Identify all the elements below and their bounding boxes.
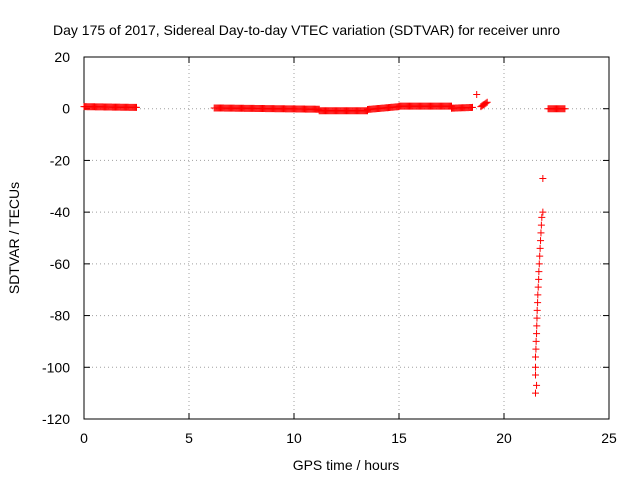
y-tick-label: -60 — [50, 256, 70, 272]
x-tick-label: 25 — [601, 430, 617, 446]
data-point — [532, 353, 539, 361]
y-tick-label: 0 — [62, 101, 70, 117]
data-point — [532, 389, 539, 397]
data-point — [537, 229, 545, 237]
data-point — [533, 322, 541, 330]
y-tick-label: -80 — [50, 308, 70, 324]
data-points-layer — [80, 90, 569, 397]
data-point — [533, 314, 541, 322]
data-point — [537, 237, 545, 245]
data-point — [539, 208, 547, 216]
data-point — [535, 260, 543, 268]
data-point — [482, 99, 490, 107]
plot-frame — [83, 56, 610, 420]
data-point — [537, 221, 545, 229]
data-point — [133, 103, 140, 111]
data-point — [532, 371, 539, 379]
data-point — [535, 268, 543, 276]
data-point — [532, 337, 540, 345]
x-tick-label: 15 — [391, 430, 407, 446]
y-tick-label: -40 — [50, 204, 70, 220]
data-point — [533, 330, 541, 338]
y-tick-label: -100 — [42, 359, 70, 375]
data-point — [535, 275, 543, 283]
data-point — [561, 105, 569, 113]
x-tick-label: 10 — [286, 430, 302, 446]
axes-layer: 0 5 10 15 20 25 -120 -100 -80 -60 -40 -20 0 20 — [42, 49, 617, 446]
data-point — [483, 98, 491, 106]
x-tick-label: 20 — [496, 430, 512, 446]
data-point — [539, 175, 547, 183]
data-point — [538, 213, 546, 221]
grid-layer — [84, 57, 609, 419]
data-point — [469, 103, 476, 111]
data-point — [534, 291, 542, 299]
x-tick-label: 5 — [185, 430, 193, 446]
data-point — [534, 283, 542, 291]
chart-title: Day 175 of 2017, Sidereal Day-to-day VTE… — [53, 22, 560, 38]
x-tick-label: 0 — [80, 430, 88, 446]
data-point — [533, 381, 541, 389]
y-tick-label: -20 — [50, 152, 70, 168]
data-point — [533, 306, 541, 314]
data-point — [536, 252, 544, 260]
y-tick-label: 20 — [54, 49, 70, 65]
data-point — [536, 244, 544, 252]
y-tick-label: -120 — [42, 411, 70, 427]
data-point — [473, 90, 481, 98]
data-point — [532, 345, 540, 353]
y-axis-label: SDTVAR / TECUs — [6, 182, 22, 294]
x-axis-label: GPS time / hours — [293, 457, 400, 473]
data-point — [534, 299, 542, 307]
data-point — [532, 363, 539, 371]
